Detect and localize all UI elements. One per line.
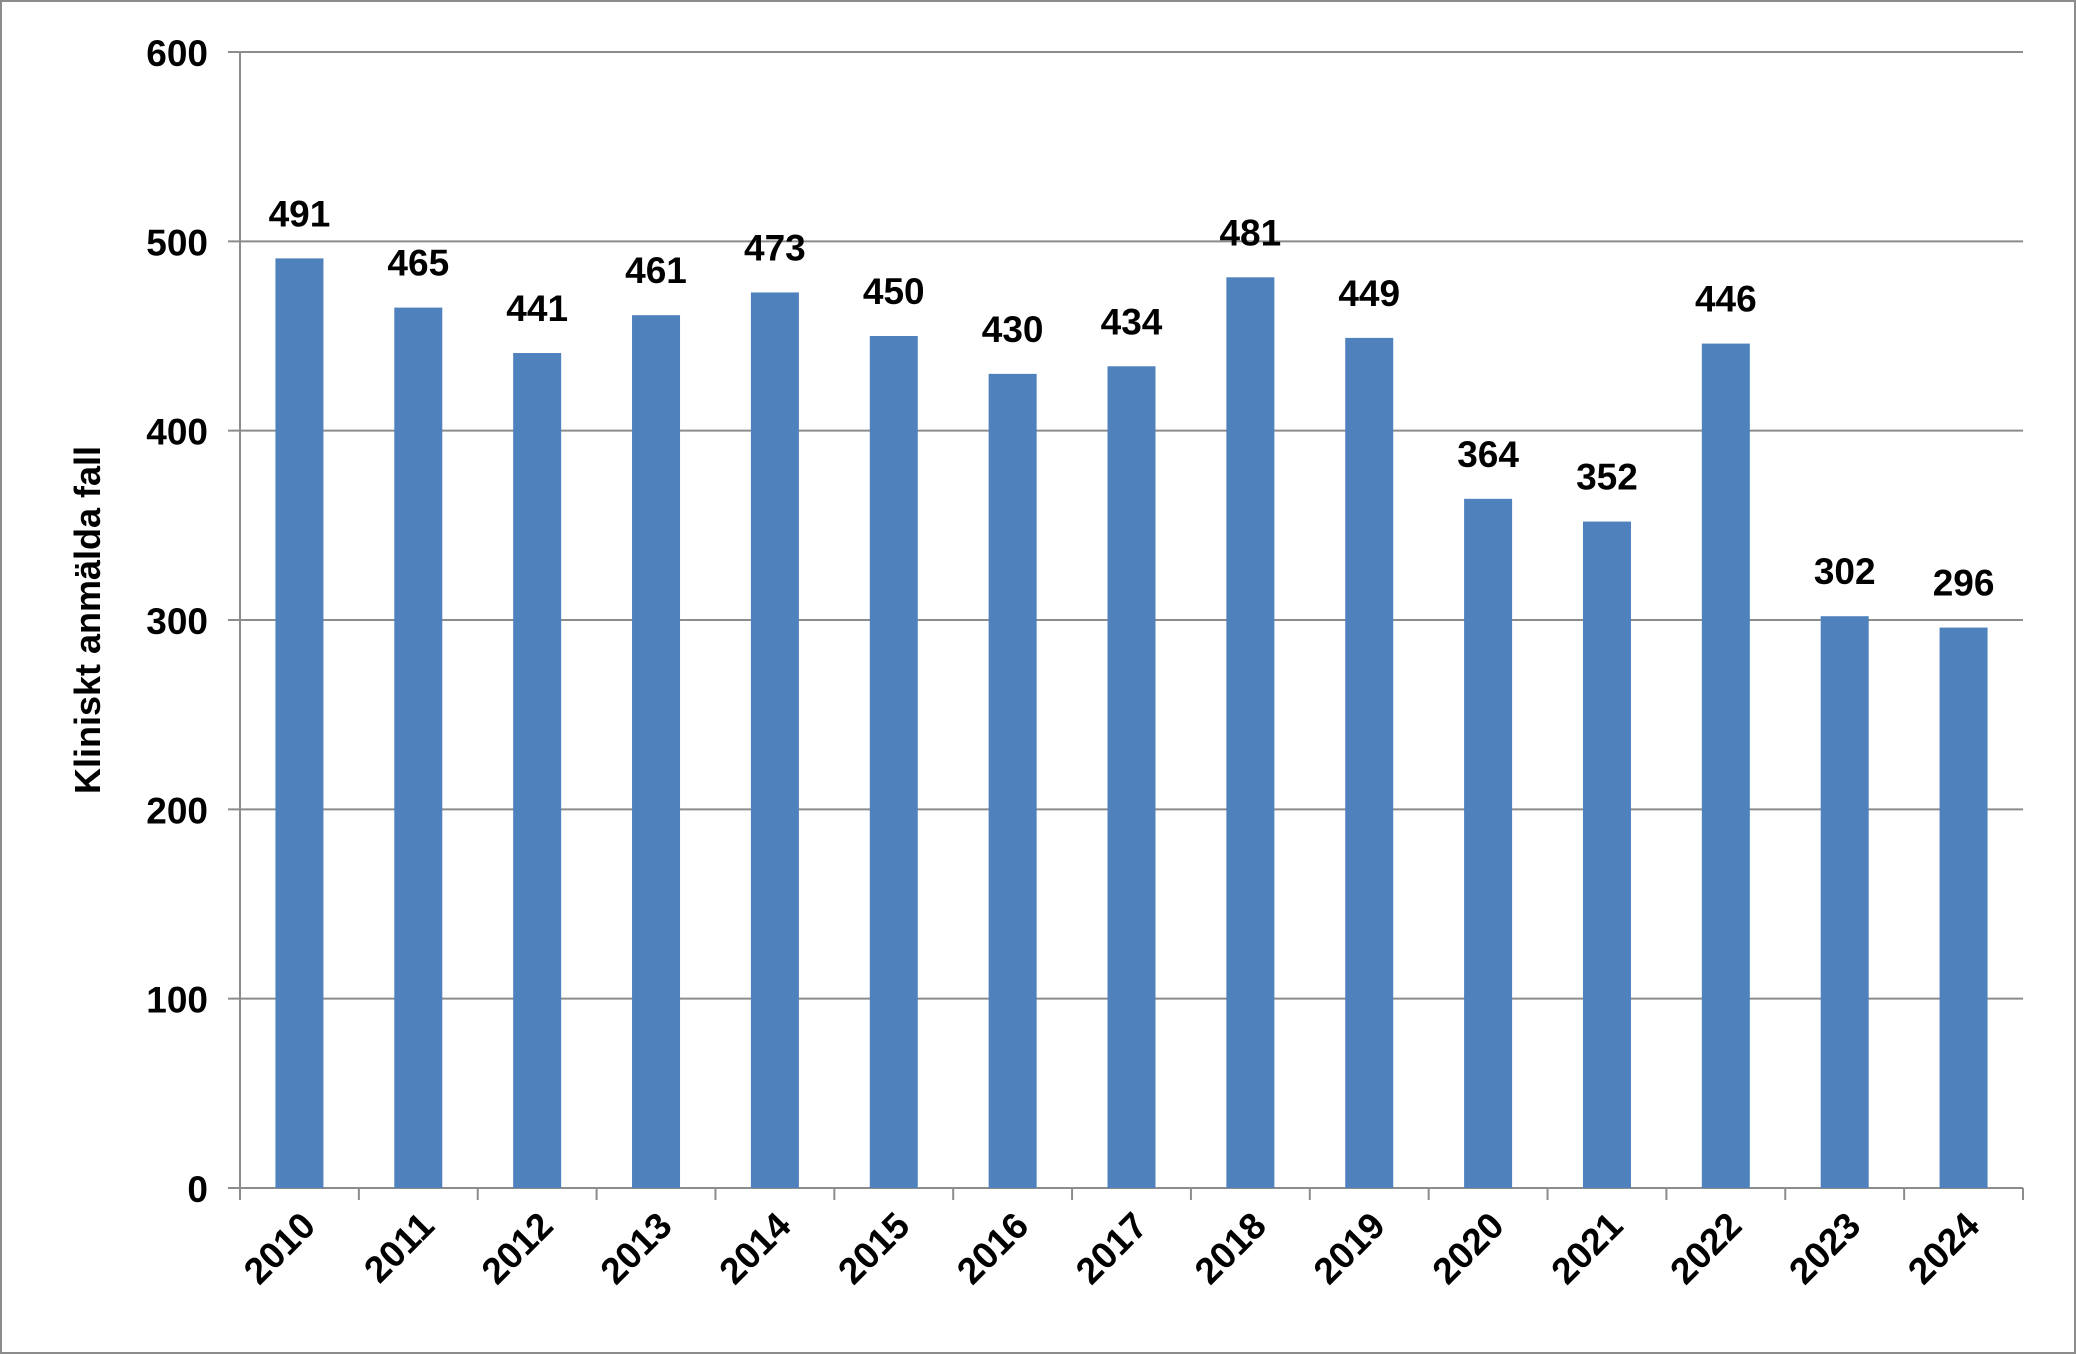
data-label: 296 <box>1933 563 1995 604</box>
data-label: 441 <box>506 288 568 329</box>
x-tick-label: 2018 <box>1187 1205 1274 1292</box>
x-tick-label: 2021 <box>1543 1205 1630 1292</box>
data-label: 446 <box>1695 279 1757 320</box>
bar <box>988 373 1037 1188</box>
bar <box>750 292 799 1188</box>
x-tick-label: 2019 <box>1306 1205 1393 1292</box>
x-tick-label: 2024 <box>1900 1204 1987 1291</box>
data-label: 465 <box>387 243 449 284</box>
bar <box>869 336 918 1188</box>
bar <box>1701 343 1750 1188</box>
x-tick-label: 2023 <box>1781 1205 1868 1292</box>
bar <box>1820 616 1869 1188</box>
x-tick-label: 2016 <box>949 1205 1036 1292</box>
y-axis-label: Kliniskt anmälda fall <box>67 446 108 794</box>
y-tick-label: 100 <box>146 980 208 1021</box>
y-tick-label: 200 <box>146 790 208 831</box>
data-label: 302 <box>1814 551 1876 592</box>
x-tick-label: 2010 <box>236 1205 323 1292</box>
bar <box>1939 627 1988 1188</box>
data-label: 434 <box>1101 301 1163 342</box>
data-label: 430 <box>982 309 1044 350</box>
bar <box>632 315 681 1188</box>
x-tick-label: 2013 <box>592 1205 679 1292</box>
bar <box>1464 498 1513 1188</box>
y-tick-label: 500 <box>146 222 208 263</box>
bar <box>394 307 443 1189</box>
y-tick-label: 300 <box>146 601 208 642</box>
data-label: 461 <box>625 250 687 291</box>
bar <box>1226 277 1275 1189</box>
data-label: 473 <box>744 227 806 268</box>
x-tick-label: 2012 <box>474 1205 561 1292</box>
x-tick-label: 2017 <box>1068 1205 1155 1292</box>
bar <box>513 353 562 1188</box>
y-tick-label: 400 <box>146 412 208 453</box>
bar <box>1107 366 1156 1188</box>
x-tick-label: 2020 <box>1425 1205 1512 1292</box>
data-label: 449 <box>1338 273 1400 314</box>
x-tick-label: 2015 <box>830 1205 917 1292</box>
bar <box>1345 337 1394 1189</box>
data-label: 352 <box>1576 457 1638 498</box>
data-label: 481 <box>1219 212 1281 253</box>
x-tick-label: 2022 <box>1662 1205 1749 1292</box>
data-label: 364 <box>1457 434 1519 475</box>
data-label: 450 <box>863 271 925 312</box>
x-tick-label: 2011 <box>356 1205 442 1291</box>
y-tick-label: 600 <box>146 33 208 74</box>
y-tick-label: 0 <box>187 1169 208 1210</box>
data-label: 491 <box>269 193 331 234</box>
x-tick-label: 2014 <box>711 1204 798 1291</box>
bar <box>1582 521 1631 1188</box>
bar <box>275 258 324 1189</box>
